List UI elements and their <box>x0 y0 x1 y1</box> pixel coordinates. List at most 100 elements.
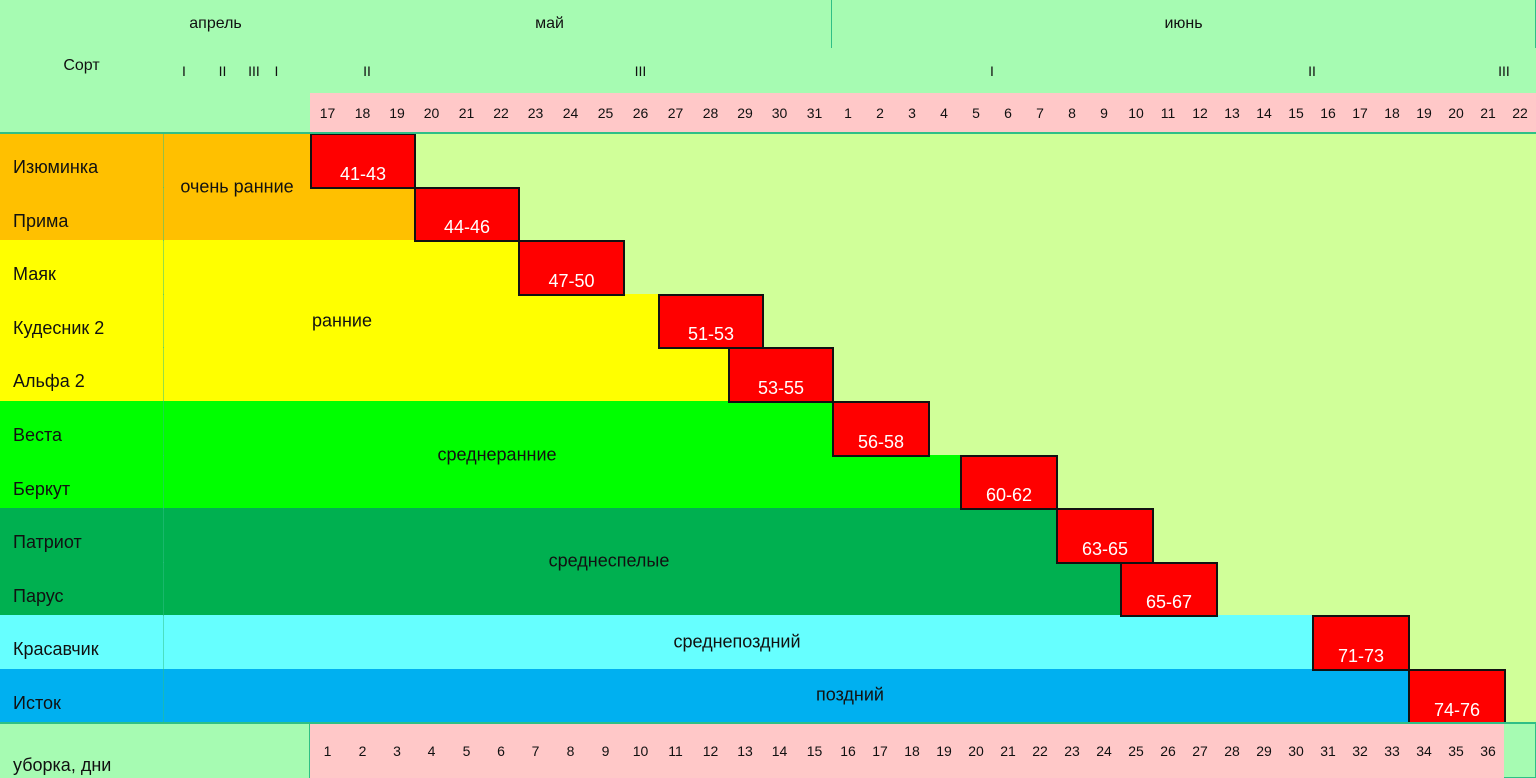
header-bottom-line <box>0 132 1536 134</box>
row-divider <box>163 669 164 724</box>
harvest-day-cell: 11 <box>658 722 693 778</box>
decade-april-2: II <box>205 48 241 94</box>
date-cell: 7 <box>1024 93 1057 134</box>
row-divider <box>163 615 164 670</box>
date-cell: 24 <box>553 93 589 134</box>
harvest-day-cell: 1 <box>310 722 345 778</box>
harvest-day-cell: 22 <box>1024 722 1056 778</box>
group-band-row <box>0 508 1056 563</box>
harvest-day-cell: 28 <box>1216 722 1248 778</box>
harvest-day-cell: 31 <box>1312 722 1344 778</box>
variety-name: Маяк <box>13 264 56 285</box>
harvest-day-cell: 10 <box>623 722 658 778</box>
empty-date-cell <box>163 93 206 134</box>
harvest-day-cell: 14 <box>762 722 797 778</box>
date-cell: 2 <box>864 93 897 134</box>
date-cell: 29 <box>728 93 763 134</box>
harvest-day-cell: 5 <box>449 722 484 778</box>
group-label: поздний <box>816 684 884 705</box>
harvest-day-cell: 6 <box>484 722 518 778</box>
decade-april-1: I <box>163 48 206 94</box>
group-label: очень ранние <box>180 176 294 197</box>
date-cell: 9 <box>1088 93 1121 134</box>
decade-june-2: II <box>1152 48 1473 94</box>
harvest-day-cell: 9 <box>588 722 623 778</box>
group-band-row <box>0 561 1120 617</box>
date-cell: 14 <box>1248 93 1281 134</box>
footer-label: уборка, дни <box>13 755 112 775</box>
harvest-day-cell: 32 <box>1344 722 1376 778</box>
harvest-day-cell: 16 <box>832 722 864 778</box>
harvest-day-cell: 3 <box>380 722 414 778</box>
date-cell: 12 <box>1184 93 1217 134</box>
harvest-bar: 51-53 <box>658 293 764 350</box>
harvest-day-cell: 35 <box>1440 722 1472 778</box>
variety-name: Веста <box>13 425 63 445</box>
group-band-row <box>0 133 310 188</box>
harvest-day-cell: 8 <box>553 722 588 778</box>
row-divider <box>163 133 164 188</box>
group-band-row <box>0 240 518 295</box>
decade-june-3: III <box>1472 48 1536 94</box>
variety-name: Кудесник 2 <box>13 317 105 338</box>
date-cell: 23 <box>518 93 554 134</box>
harvest-day-cell: 2 <box>345 722 380 778</box>
variety-name: Альфа 2 <box>13 371 85 392</box>
date-cell: 3 <box>896 93 929 134</box>
group-label: среднеспелые <box>548 550 670 571</box>
date-cell: 4 <box>928 93 961 134</box>
harvest-day-cell: 12 <box>693 722 728 778</box>
date-cell: 20 <box>414 93 450 134</box>
date-cell: 25 <box>588 93 624 134</box>
harvest-bar: 56-58 <box>832 401 930 457</box>
group-band-row <box>0 401 832 456</box>
harvest-bar: 63-65 <box>1056 508 1154 564</box>
date-cell: 21 <box>449 93 485 134</box>
group-label: среднеранние <box>437 444 557 465</box>
variety-name: Изюминка <box>13 157 99 177</box>
date-cell: 17 <box>1344 93 1377 134</box>
date-cell: 5 <box>960 93 993 134</box>
variety-name: Красавчик <box>13 639 99 660</box>
harvest-bar: 44-46 <box>414 186 520 243</box>
row-divider <box>163 401 164 456</box>
variety-name: Парус <box>13 585 64 606</box>
date-cell: 26 <box>623 93 659 134</box>
date-cell: 28 <box>693 93 729 134</box>
row-divider <box>163 293 164 349</box>
month-june: июнь <box>832 0 1536 49</box>
date-cell: 31 <box>797 93 833 134</box>
row-divider <box>163 561 164 617</box>
date-cell: 18 <box>1376 93 1409 134</box>
decade-april-3: III <box>240 48 269 94</box>
harvest-day-cell: 36 <box>1472 722 1504 778</box>
date-cell: 30 <box>762 93 798 134</box>
date-cell: 11 <box>1152 93 1185 134</box>
month-may: май <box>268 0 832 49</box>
group-band-row <box>0 347 728 402</box>
harvest-day-cell: 20 <box>960 722 992 778</box>
harvest-day-cell: 26 <box>1152 722 1184 778</box>
group-label: ранние <box>312 310 372 331</box>
empty-date-cell <box>268 93 286 134</box>
date-cell: 21 <box>1472 93 1505 134</box>
harvest-day-cell: 24 <box>1088 722 1120 778</box>
variety-name: Беркут <box>13 478 71 499</box>
empty-date-cell <box>285 93 311 134</box>
harvest-day-cell: 4 <box>414 722 449 778</box>
harvest-bar: 47-50 <box>518 240 625 296</box>
date-cell: 13 <box>1216 93 1249 134</box>
sort-header: Сорт <box>0 0 164 133</box>
group-band-row <box>0 615 1312 670</box>
date-cell: 22 <box>1504 93 1536 134</box>
harvest-day-cell: 29 <box>1248 722 1280 778</box>
group-band-row <box>0 186 414 242</box>
decade-june-1: I <box>832 48 1153 94</box>
variety-name: Патриот <box>13 532 82 553</box>
harvest-day-cell: 23 <box>1056 722 1088 778</box>
harvest-bar: 74-76 <box>1408 669 1506 725</box>
date-cell: 6 <box>992 93 1025 134</box>
harvest-day-cell: 34 <box>1408 722 1440 778</box>
harvest-day-cell: 33 <box>1376 722 1408 778</box>
decade-may-3: III <box>449 48 833 94</box>
